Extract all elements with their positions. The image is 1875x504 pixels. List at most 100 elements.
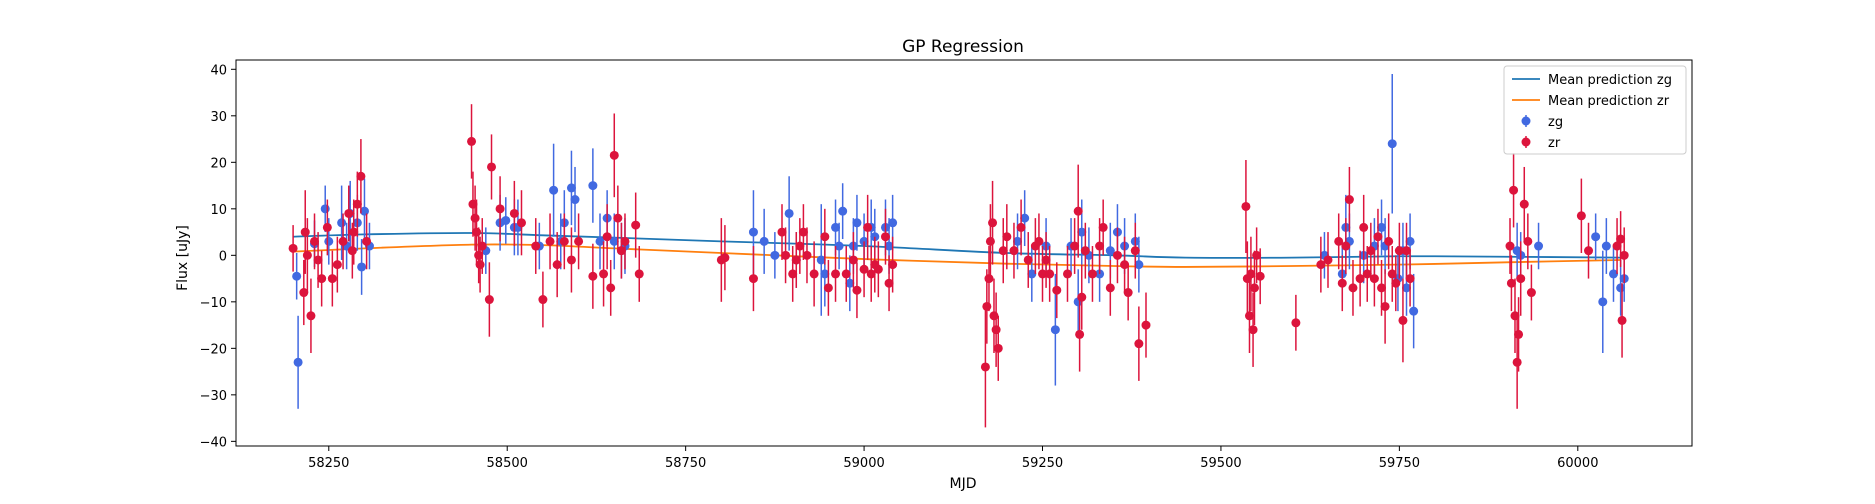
point-zr: [487, 162, 497, 172]
point-zg: [759, 236, 769, 246]
point-zr: [795, 241, 805, 251]
mean-line-zg: [293, 232, 1621, 259]
point-zr: [1130, 246, 1140, 256]
point-zr: [1241, 201, 1251, 211]
point-zr: [634, 269, 644, 279]
point-zr: [352, 199, 362, 209]
legend-label: zr: [1548, 136, 1561, 151]
legend-item: Mean prediction zg: [1512, 73, 1672, 88]
point-zr: [477, 241, 487, 251]
point-zr: [495, 204, 505, 214]
point-zg: [1027, 269, 1037, 279]
point-zr: [1380, 301, 1390, 311]
point-zr: [980, 362, 990, 372]
point-zr: [1402, 246, 1412, 256]
point-zg: [748, 227, 758, 237]
point-zr: [1316, 260, 1326, 270]
point-zg: [357, 262, 367, 272]
point-zr: [831, 269, 841, 279]
point-zr: [866, 269, 876, 279]
point-zr: [1095, 241, 1105, 251]
point-zr: [1252, 250, 1262, 260]
point-zr: [848, 255, 858, 265]
point-zg: [1387, 139, 1397, 149]
legend-label: zg: [1548, 115, 1563, 130]
legend-item: zr: [1521, 136, 1561, 151]
point-zr: [802, 250, 812, 260]
point-zg: [820, 269, 830, 279]
point-zr: [841, 269, 851, 279]
point-zr: [1073, 206, 1083, 216]
point-zg: [1405, 236, 1415, 246]
point-zr: [1387, 269, 1397, 279]
point-zg: [845, 278, 855, 288]
point-zr: [609, 150, 619, 160]
point-zr: [884, 278, 894, 288]
point-zg: [1013, 236, 1023, 246]
y-tick-label: −30: [200, 389, 227, 404]
point-zr: [1334, 236, 1344, 246]
point-zr: [1244, 311, 1254, 321]
point-zr: [475, 260, 485, 270]
point-zr: [1384, 236, 1394, 246]
point-zg: [838, 206, 848, 216]
point-zr: [606, 283, 616, 293]
point-zr: [1512, 357, 1522, 367]
point-zr: [777, 227, 787, 237]
series-zg: [292, 73, 1629, 409]
point-zr: [509, 208, 519, 218]
x-tick-label: 60000: [1557, 456, 1598, 471]
legend-item: Mean prediction zr: [1512, 94, 1670, 109]
point-zr: [1141, 320, 1151, 330]
point-zr: [748, 274, 758, 284]
point-zr: [467, 136, 477, 146]
point-zr: [1002, 232, 1012, 242]
point-zr: [1362, 269, 1372, 279]
point-zr: [998, 246, 1008, 256]
point-zr: [1341, 241, 1351, 251]
x-tick-label: 59250: [1022, 456, 1063, 471]
point-zr: [1120, 260, 1130, 270]
point-zg: [293, 357, 303, 367]
point-zg: [1402, 283, 1412, 293]
point-zr: [1045, 269, 1055, 279]
point-zr: [484, 295, 494, 305]
point-zg: [1608, 269, 1618, 279]
point-zg: [852, 218, 862, 228]
point-zr: [1344, 195, 1354, 205]
point-zg: [292, 271, 302, 281]
point-zr: [985, 236, 995, 246]
plot-frame: [235, 59, 1693, 447]
point-zr: [1516, 274, 1526, 284]
point-zg: [1616, 283, 1626, 293]
point-zr: [472, 227, 482, 237]
point-zr: [349, 227, 359, 237]
point-zr: [356, 171, 366, 181]
point-zr: [1248, 325, 1258, 335]
point-zr: [1506, 278, 1516, 288]
legend: Mean prediction zg Mean prediction zr zg zr: [1503, 65, 1687, 155]
point-zr: [1075, 329, 1085, 339]
point-zg: [784, 208, 794, 218]
legend-box: [1503, 65, 1687, 155]
legend-label: Mean prediction zr: [1548, 94, 1670, 109]
point-zr: [1584, 246, 1594, 256]
point-zr: [338, 236, 348, 246]
point-zr: [300, 227, 310, 237]
point-zr: [989, 311, 999, 321]
point-zg: [1591, 232, 1601, 242]
point-zg: [1134, 260, 1144, 270]
point-zg: [1077, 227, 1087, 237]
point-zr: [1369, 274, 1379, 284]
point-zg: [888, 218, 898, 228]
point-zr: [599, 269, 609, 279]
point-zr: [1514, 329, 1524, 339]
point-zr: [1112, 250, 1122, 260]
point-zr: [1355, 274, 1365, 284]
point-zg: [834, 241, 844, 251]
legend-point-marker: [1521, 137, 1531, 147]
point-zr: [1576, 211, 1586, 221]
point-zr: [1323, 255, 1333, 265]
point-zr: [1255, 271, 1265, 281]
